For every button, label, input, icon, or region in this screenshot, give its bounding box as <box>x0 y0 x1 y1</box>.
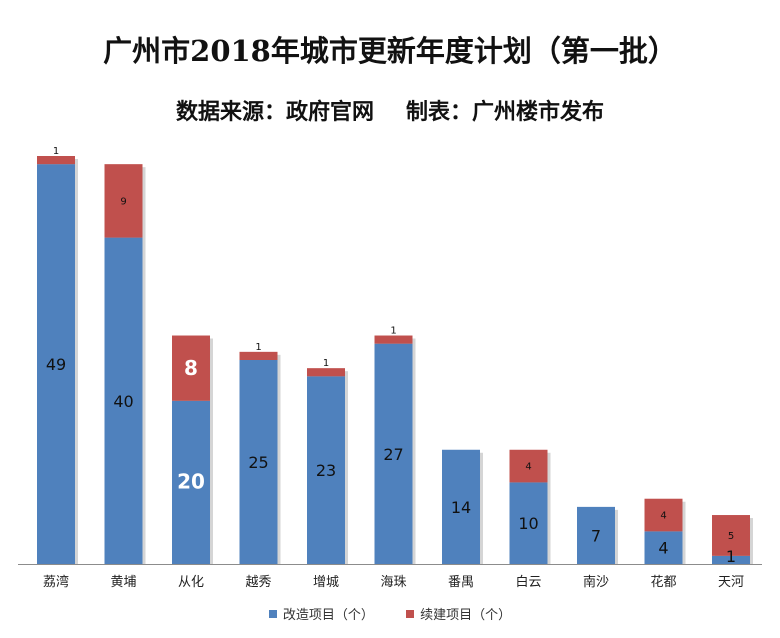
data-label-renovation-4: 23 <box>316 461 336 480</box>
data-label-renovation-6: 14 <box>451 498 471 517</box>
bar-continuation-5 <box>374 335 413 344</box>
category-label-2: 从化 <box>178 575 204 590</box>
legend-item-continuation: 续建项目（个） <box>406 604 511 623</box>
data-label-continuation-1: 9 <box>120 196 126 207</box>
bar-renovation-5 <box>374 343 413 564</box>
bar-renovation-8 <box>577 506 615 564</box>
bar-continuation-10 <box>712 515 750 556</box>
data-label-continuation-10: 5 <box>728 531 734 542</box>
bar-renovation-0 <box>37 164 75 564</box>
category-label-1: 黄埔 <box>110 575 136 590</box>
category-label-10: 天河 <box>718 575 744 590</box>
legend-item-renovation: 改造项目（个） <box>268 604 374 623</box>
legend-swatch-renovation <box>268 609 277 618</box>
chart-title: 广州市2018年城市更新年度计划（第一批） <box>103 34 677 68</box>
bar-renovation-6 <box>442 449 480 564</box>
bar-renovation-4 <box>307 376 345 564</box>
bar-renovation-9 <box>644 531 683 564</box>
bar-continuation-0 <box>37 156 75 165</box>
data-label-renovation-9: 4 <box>658 539 668 558</box>
data-label-continuation-7: 4 <box>525 462 531 473</box>
bar-continuation-2 <box>172 335 210 401</box>
author-label: 制表：广州楼市发布 <box>406 99 605 125</box>
category-label-3: 越秀 <box>245 575 271 590</box>
category-label-6: 番禺 <box>448 575 474 590</box>
legend-label-renovation: 改造项目（个） <box>282 608 374 623</box>
bar-continuation-4 <box>307 368 345 377</box>
bar-continuation-9 <box>644 498 683 532</box>
bar-continuation-7 <box>509 449 548 483</box>
bar-renovation-2 <box>172 400 210 564</box>
bar-renovation-10 <box>712 555 750 564</box>
category-label-9: 花都 <box>650 574 676 590</box>
data-label-renovation-2: 20 <box>177 469 205 493</box>
data-label-renovation-0: 49 <box>46 355 66 374</box>
data-label-renovation-5: 27 <box>383 445 403 464</box>
data-label-continuation-9: 4 <box>660 511 666 522</box>
data-label-renovation-3: 25 <box>248 453 268 472</box>
category-label-4: 增城 <box>313 575 339 590</box>
category-label-7: 白云 <box>515 574 541 590</box>
category-label-0: 荔湾 <box>43 574 69 590</box>
bar-continuation-3 <box>239 351 278 360</box>
bar-renovation-1 <box>104 237 143 564</box>
data-label-continuation-4: 1 <box>323 358 329 369</box>
data-label-renovation-8: 7 <box>591 526 601 545</box>
data-label-continuation-3: 1 <box>255 342 261 353</box>
legend-swatch-continuation <box>406 609 415 618</box>
data-source-label: 数据来源：政府官网 <box>175 99 374 125</box>
data-label-continuation-5: 1 <box>390 326 396 337</box>
category-label-8: 南沙 <box>583 574 609 590</box>
data-label-renovation-1: 40 <box>113 392 133 411</box>
bar-continuation-1 <box>104 164 143 238</box>
legend-label-continuation: 续建项目（个） <box>420 608 512 623</box>
bar-renovation-7 <box>509 482 548 564</box>
chart-subtitle: 数据来源：政府官网 制表：广州楼市发布 <box>0 94 780 126</box>
data-label-renovation-10: 1 <box>726 547 736 566</box>
category-label-5: 海珠 <box>380 575 406 590</box>
data-label-continuation-0: 1 <box>53 146 59 157</box>
bar-renovation-3 <box>239 360 278 564</box>
chart-legend: 改造项目（个） 续建项目（个） <box>0 604 780 623</box>
data-label-continuation-2: 8 <box>184 356 198 380</box>
data-label-renovation-7: 10 <box>518 514 538 533</box>
